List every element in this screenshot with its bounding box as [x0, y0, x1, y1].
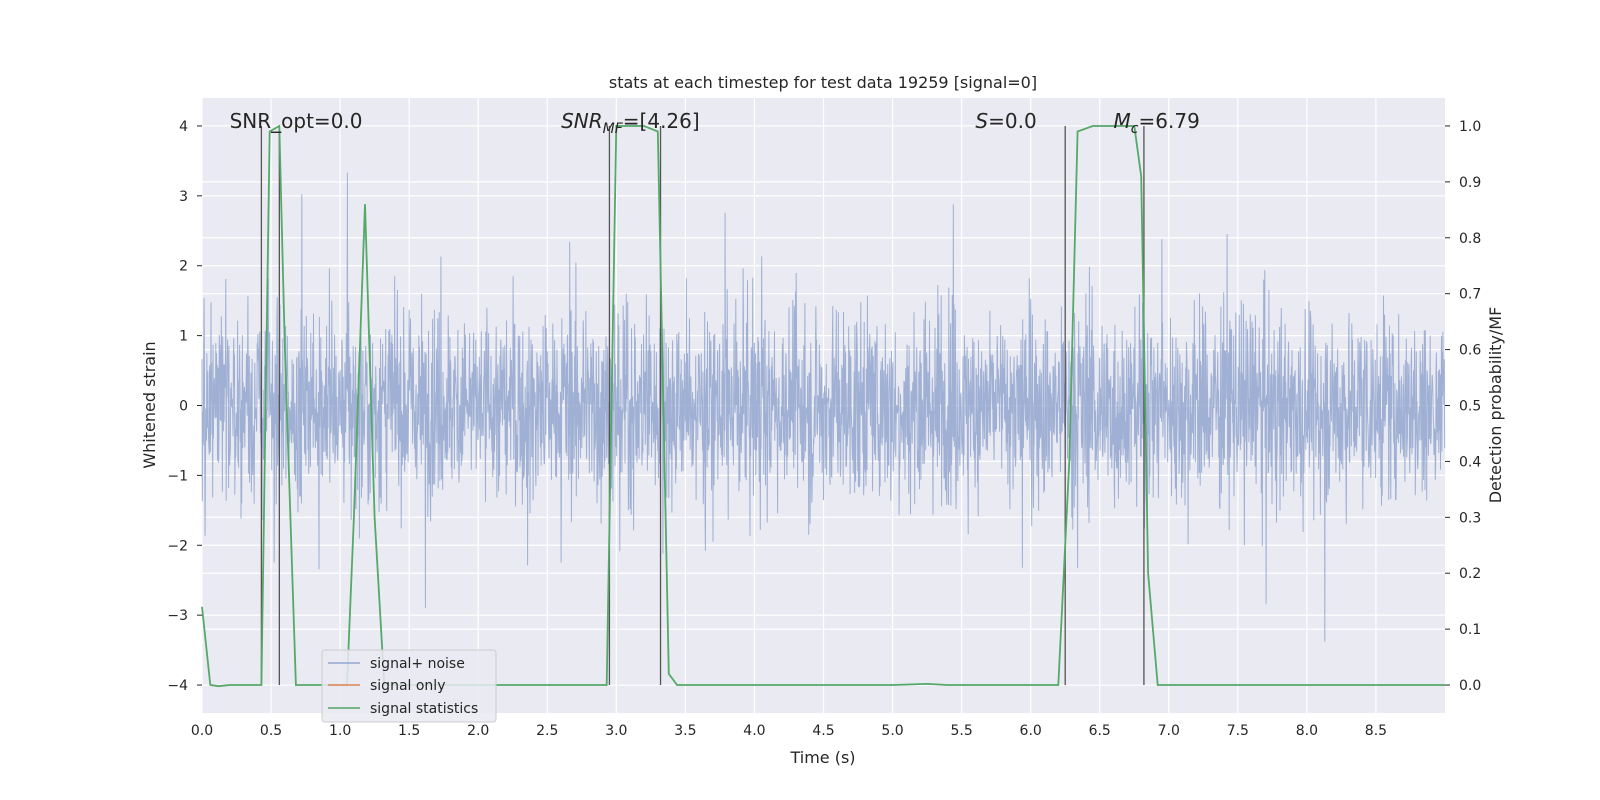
- y-right-axis-label: Detection probability/MF: [1486, 307, 1505, 504]
- annotation-mc-value: Mc=6.79: [1114, 109, 1200, 137]
- y-right-tick-label: 0.1: [1459, 622, 1481, 638]
- series-signal-noise: [201, 172, 1446, 642]
- y-right-tick-label: 0.5: [1459, 399, 1481, 415]
- x-tick-label: 0.0: [191, 723, 213, 739]
- legend-box: [321, 649, 497, 723]
- y-right-tick-label: 0.8: [1459, 231, 1481, 247]
- tick-labels: 0.0 0.5 1.0 1.5 2.0 2.5 3.0 3.5 4.0 4.5 5.0 5.5 6.0 6…: [167, 119, 1481, 739]
- x-tick-label: 5.0: [881, 723, 903, 739]
- annotation-snr-opt: SNR_opt=0.0: [230, 109, 363, 133]
- y-right-tick-label: 0.7: [1459, 287, 1481, 303]
- y-tick-label: 2: [179, 259, 188, 275]
- series-signal-statistics: [201, 124, 1445, 688]
- x-tick-label: 6.0: [1020, 723, 1042, 739]
- legend-label-signal-statistics: signal statistics: [370, 701, 478, 717]
- statistics-trace: [201, 124, 1445, 688]
- y-right-tick-label: 0.4: [1459, 454, 1481, 470]
- x-tick-label: 8.0: [1296, 723, 1318, 739]
- chart-title: stats at each timestep for test data 192…: [609, 73, 1037, 92]
- x-tick-label: 8.5: [1365, 723, 1387, 739]
- y-right-tick-label: 0.3: [1459, 510, 1481, 526]
- y-right-tick-label: 0.9: [1459, 175, 1481, 191]
- y-axis-label: Whitened strain: [140, 341, 159, 468]
- y-tick-label: 1: [179, 329, 188, 345]
- x-axis-label: Time (s): [789, 748, 855, 767]
- legend-label-signal-noise: signal+ noise: [370, 656, 465, 672]
- y-right-tick-label: 0.6: [1459, 343, 1481, 359]
- x-tick-label: 3.0: [605, 723, 627, 739]
- noise-trace: [201, 172, 1446, 642]
- x-tick-label: 4.0: [743, 723, 765, 739]
- x-tick-label: 2.0: [467, 723, 489, 739]
- y-tick-label: −1: [167, 468, 188, 484]
- annotations: SNR_opt=0.0 SNRMF=[4.26] S=0.0 Mc=6.79: [230, 109, 1200, 137]
- y-tick-label: 0: [179, 399, 188, 415]
- x-tick-label: 1.5: [398, 723, 420, 739]
- y-tick-label: −3: [167, 608, 188, 624]
- legend-label-signal-only: signal only: [370, 678, 445, 694]
- x-tick-label: 6.5: [1089, 723, 1111, 739]
- x-tick-label: 2.5: [536, 723, 558, 739]
- x-tick-label: 4.5: [812, 723, 834, 739]
- annotation-snr-mf: SNRMF=[4.26]: [561, 109, 700, 137]
- y-right-tick-label: 0.0: [1459, 678, 1481, 694]
- x-tick-label: 0.5: [260, 723, 282, 739]
- y-right-tick-label: 1.0: [1459, 119, 1481, 135]
- y-right-tick-label: 0.2: [1459, 566, 1481, 582]
- x-tick-label: 1.0: [329, 723, 351, 739]
- annotation-s-value: S=0.0: [975, 109, 1036, 133]
- x-tick-label: 3.5: [674, 723, 696, 739]
- y-tick-label: −4: [167, 678, 188, 694]
- y-tick-label: 3: [179, 189, 188, 205]
- x-tick-label: 7.0: [1158, 723, 1180, 739]
- x-tick-label: 5.5: [950, 723, 972, 739]
- y-tick-label: −2: [167, 538, 188, 554]
- y-tick-label: 4: [179, 119, 188, 135]
- legend: signal+ noise signal only signal statist…: [321, 649, 497, 723]
- vertical-markers: [260, 125, 1145, 686]
- x-tick-label: 7.5: [1227, 723, 1249, 739]
